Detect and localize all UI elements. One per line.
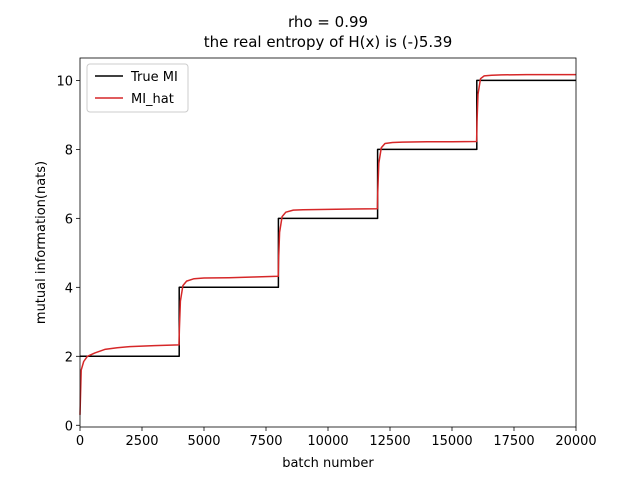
x-tick-label: 12500 xyxy=(369,434,410,449)
x-tick-label: 0 xyxy=(76,434,84,449)
x-tick-label: 7500 xyxy=(249,434,282,449)
y-tick-label: 2 xyxy=(65,350,73,365)
x-tick-label: 15000 xyxy=(431,434,472,449)
x-tick-label: 10000 xyxy=(307,434,348,449)
y-tick-label: 8 xyxy=(65,143,73,158)
y-tick-label: 0 xyxy=(65,419,73,434)
y-tick-label: 10 xyxy=(56,74,73,89)
x-tick-label: 17500 xyxy=(493,434,534,449)
x-tick-label: 20000 xyxy=(555,434,596,449)
axes: 0 2500 5000 7500 10000 12500 15000 17500 20000 0 2… xyxy=(34,57,597,471)
y-tick-label: 4 xyxy=(65,281,73,296)
legend-label: True MI xyxy=(130,70,178,85)
title-line: rho = 0.99 xyxy=(288,13,368,31)
chart-title: rho = 0.99 the real entropy of H(x) is (-… xyxy=(204,13,453,51)
plot-area xyxy=(79,73,576,415)
legend-label: MI_hat xyxy=(131,92,174,107)
x-tick-label: 2500 xyxy=(125,434,158,449)
y-tick-label: 6 xyxy=(65,212,73,227)
legend: True MI MI_hat xyxy=(86,63,189,113)
series-line xyxy=(79,73,576,415)
y-axis-label: mutual information(nats) xyxy=(34,161,49,324)
x-tick-label: 5000 xyxy=(187,434,220,449)
x-axis-label: batch number xyxy=(282,456,374,471)
title-line: the real entropy of H(x) is (-)5.39 xyxy=(204,33,453,51)
axes-frame xyxy=(79,57,577,428)
series-line xyxy=(80,79,576,358)
